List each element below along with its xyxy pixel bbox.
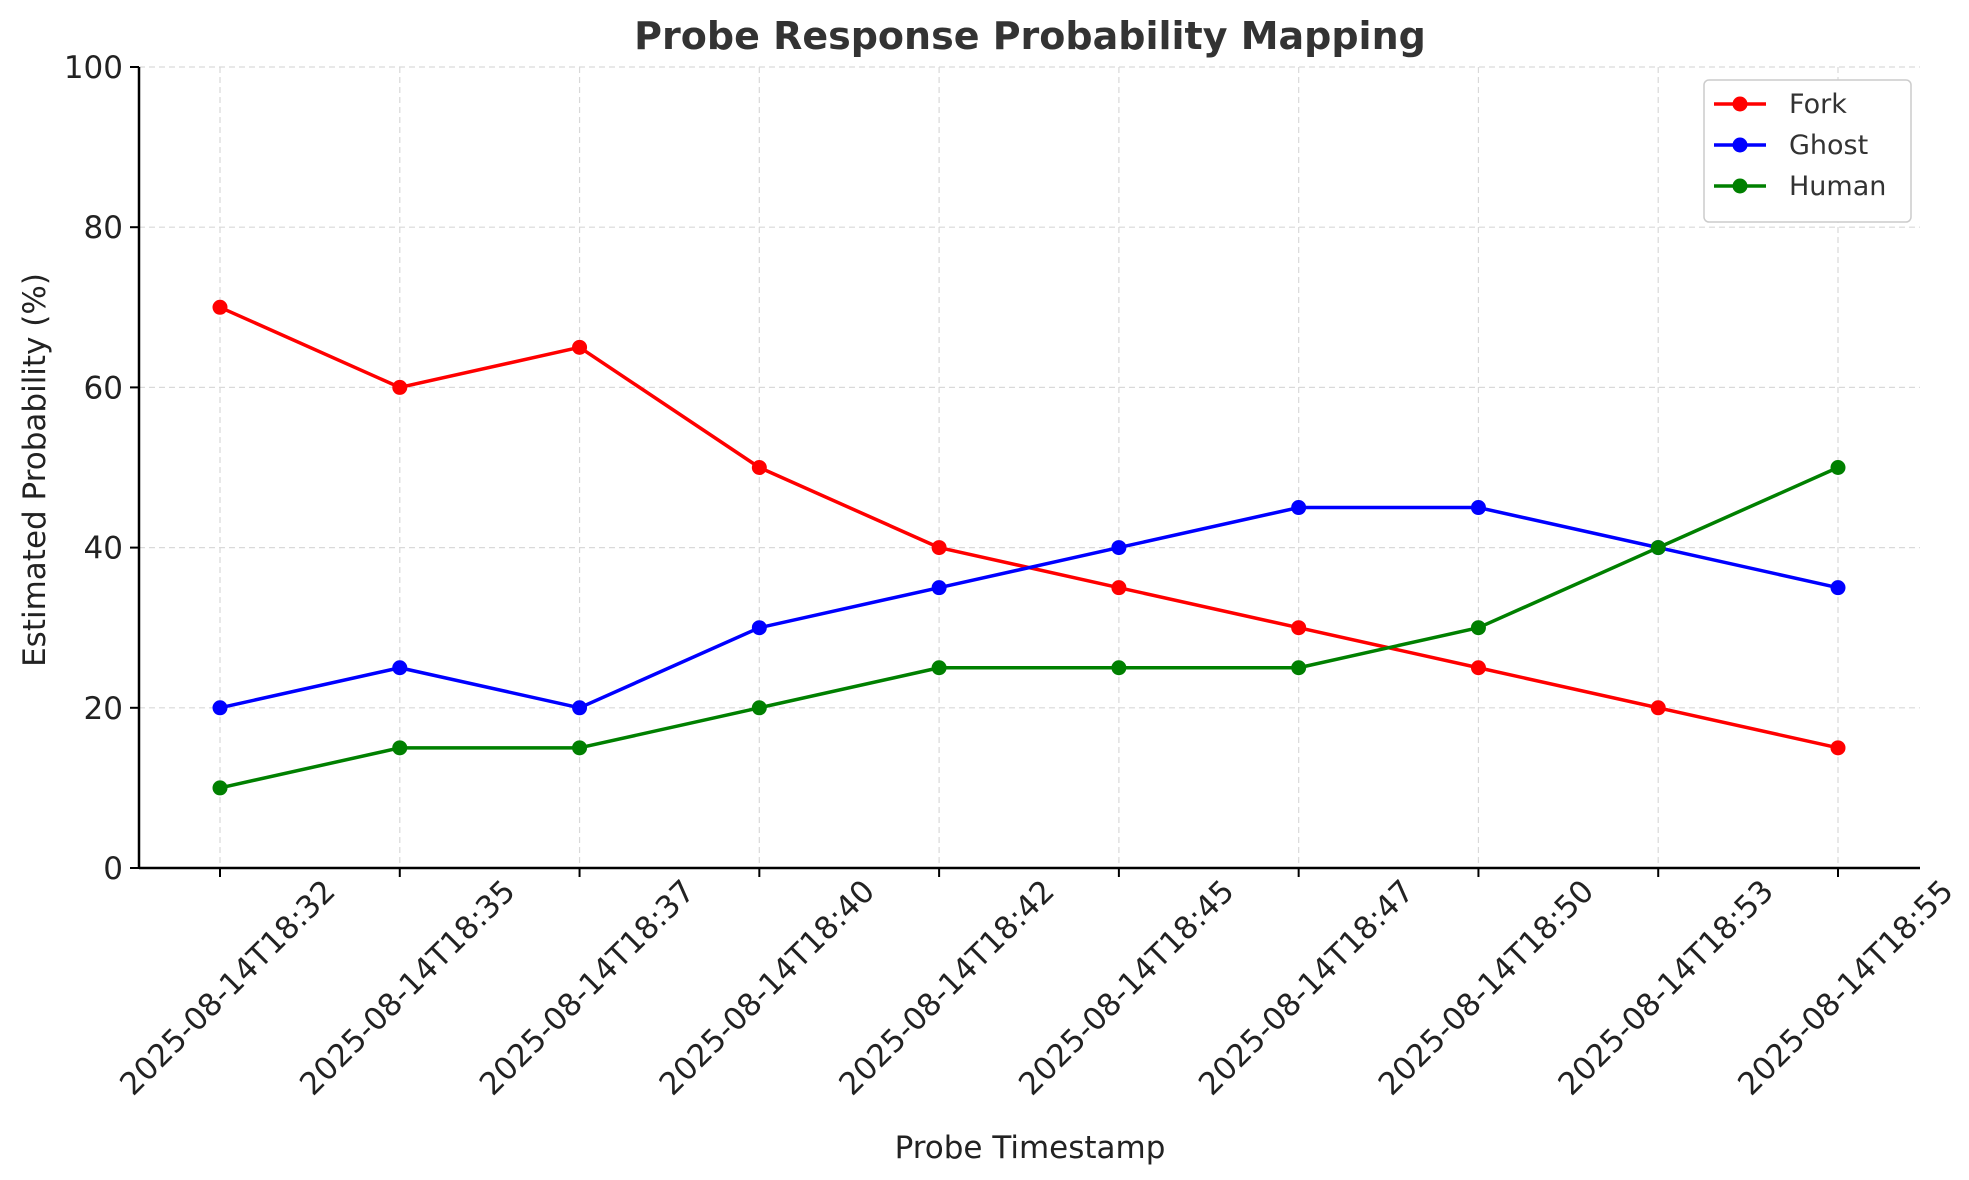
- y-tick-label: 0: [103, 851, 123, 887]
- data-point-ghost: [751, 620, 767, 636]
- data-point-fork: [392, 379, 408, 395]
- data-point-fork: [1830, 740, 1846, 756]
- axes: [137, 67, 1920, 870]
- data-point-fork: [1111, 580, 1127, 596]
- data-point-ghost: [1470, 500, 1486, 516]
- series-line-ghost: [219, 505, 1839, 710]
- data-point-human: [392, 740, 408, 756]
- data-point-fork: [212, 299, 228, 315]
- legend-label: Human: [1789, 171, 1886, 202]
- data-point-human: [1650, 540, 1666, 556]
- y-tick-label: 20: [84, 691, 123, 727]
- data-point-human: [931, 660, 947, 676]
- data-point-human: [1111, 660, 1127, 676]
- data-point-fork: [572, 339, 588, 355]
- legend-label: Fork: [1789, 89, 1847, 120]
- data-point-fork: [931, 540, 947, 556]
- y-tick-label: 60: [84, 370, 123, 406]
- data-point-human: [1830, 460, 1846, 475]
- data-point-human: [751, 700, 767, 716]
- data-point-human: [1291, 660, 1307, 676]
- data-point-ghost: [392, 660, 408, 676]
- data-point-fork: [1650, 700, 1666, 716]
- data-point-ghost: [1111, 540, 1127, 556]
- x-axis-label: Probe Timestamp: [895, 1130, 1166, 1166]
- legend-swatch-marker: [1732, 96, 1748, 112]
- data-point-human: [1470, 620, 1486, 636]
- data-point-ghost: [1830, 580, 1846, 596]
- series-human: [212, 460, 1846, 796]
- y-axis-ticks: 0 20 40 60 80 100: [64, 50, 139, 887]
- legend: Fork Ghost Human: [1703, 79, 1912, 223]
- data-point-fork: [1291, 620, 1307, 636]
- data-point-human: [572, 740, 588, 756]
- y-axis-label: Estimated Probability (%): [17, 273, 53, 667]
- data-point-ghost: [1291, 500, 1307, 516]
- y-tick-label: 80: [84, 210, 123, 246]
- series-lines: [212, 299, 1846, 796]
- legend-swatch-marker: [1732, 137, 1748, 153]
- legend-swatch-marker: [1732, 178, 1748, 194]
- legend-label: Ghost: [1789, 130, 1868, 161]
- data-point-ghost: [572, 700, 588, 716]
- y-tick-label: 100: [64, 50, 123, 86]
- data-point-fork: [1470, 660, 1486, 676]
- data-point-ghost: [212, 700, 228, 716]
- y-tick-label: 40: [84, 531, 123, 567]
- series-line-human: [219, 465, 1839, 790]
- legend-item-ghost: Ghost: [1714, 130, 1868, 161]
- legend-item-fork: Fork: [1714, 89, 1847, 120]
- data-point-fork: [751, 460, 767, 475]
- chart-title: Probe Response Probability Mapping: [634, 14, 1426, 58]
- data-point-ghost: [931, 580, 947, 596]
- data-point-human: [212, 780, 228, 796]
- series-ghost: [212, 500, 1846, 716]
- legend-item-human: Human: [1714, 171, 1886, 202]
